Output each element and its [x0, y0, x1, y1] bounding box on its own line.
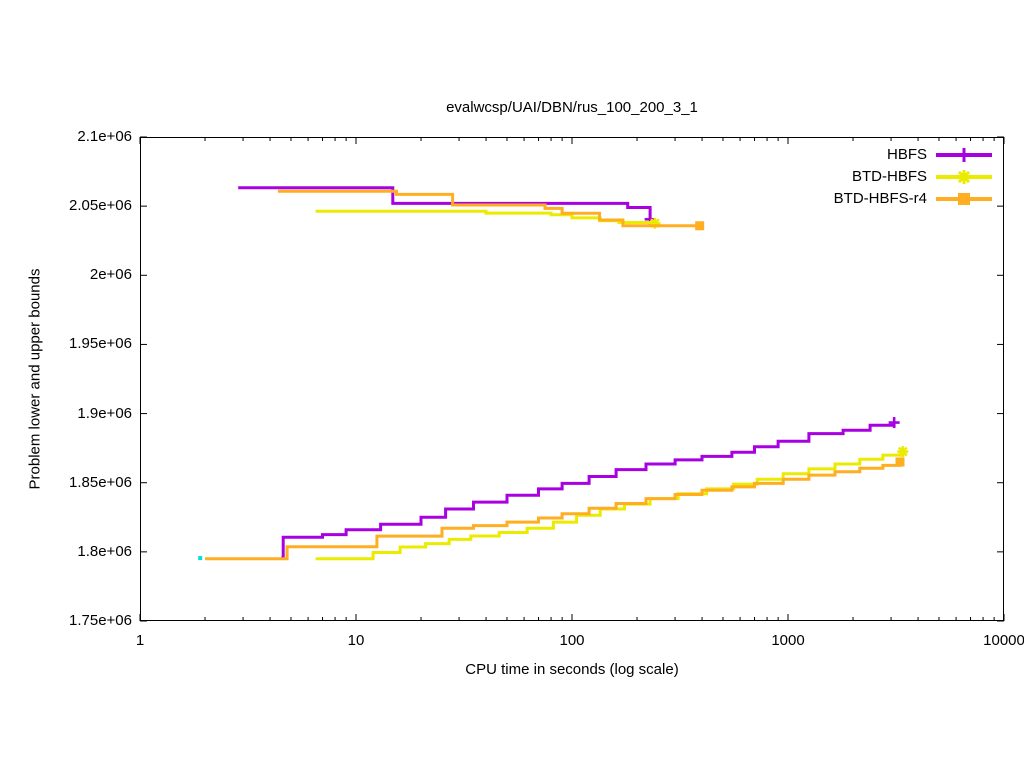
- series-BTD-HBFS-r4-upper_bound-line: [277, 189, 700, 228]
- series-BTD-HBFS-lower_bound-line: [315, 451, 905, 561]
- chart-title: evalwcsp/UAI/DBN/rus_100_200_3_1: [446, 99, 698, 116]
- x-axis-label: CPU time in seconds (log scale): [465, 661, 679, 678]
- legend-item-btd-hbfs: BTD-HBFS: [834, 166, 993, 188]
- legend-item-btd-hbfs-r4: BTD-HBFS-r4: [834, 188, 993, 210]
- series-BTD-HBFS-upper_bound-line: [315, 209, 657, 224]
- y-tick-label: 2.05e+06: [69, 197, 132, 215]
- x-tick-label: 1000: [771, 632, 805, 649]
- y-tick-label: 1.9e+06: [77, 404, 132, 422]
- y-tick-label: 2.1e+06: [77, 128, 132, 145]
- y-tick-label: 1.85e+06: [69, 473, 132, 491]
- marker-square: [695, 221, 705, 231]
- y-axis-label: Problem lower and upper bounds: [26, 268, 44, 490]
- x-tick-label: 10000: [983, 632, 1024, 649]
- x-tick-label: 10: [347, 632, 365, 649]
- series-BTD-HBFS-r4-lower_bound-line: [205, 462, 902, 561]
- series-HBFS-upper_bound-line: [238, 186, 652, 220]
- marker-square: [895, 457, 905, 467]
- marker-square: [958, 193, 970, 205]
- legend-sample-asterisk: [936, 170, 992, 184]
- y-tick-label: 1.95e+06: [69, 335, 132, 353]
- legend: HBFS BTD-HBFS BTD-HBFS-r4: [834, 144, 993, 210]
- legend-label: HBFS: [886, 146, 927, 163]
- x-tick-label: 1: [135, 632, 145, 649]
- x-tick-label: 100: [559, 632, 585, 649]
- legend-label: BTD-HBFS: [852, 168, 927, 185]
- legend-item-hbfs: HBFS: [834, 144, 993, 166]
- y-tick-label: 2e+06: [89, 266, 132, 284]
- y-tick-label: 1.75e+06: [69, 612, 132, 629]
- marker-asterisk: [957, 170, 971, 184]
- legend-label: BTD-HBFS-r4: [833, 190, 927, 207]
- marker-dot: [198, 556, 203, 561]
- legend-sample-square: [936, 193, 992, 205]
- series-HBFS-lower_bound-line: [281, 422, 896, 560]
- marker-asterisk: [897, 446, 908, 457]
- y-tick-label: 1.8e+06: [77, 542, 132, 560]
- legend-sample-plus: [936, 148, 992, 162]
